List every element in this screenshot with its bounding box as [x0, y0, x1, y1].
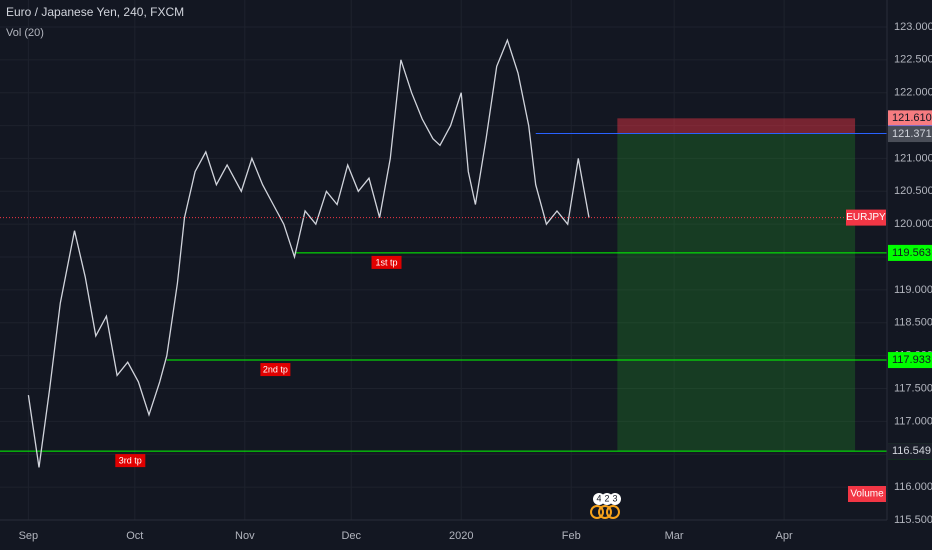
price-tag	[888, 110, 932, 127]
x-tick-label: Apr	[776, 530, 793, 542]
y-tick-label: 122.000	[894, 87, 932, 99]
event-label: 2	[604, 493, 609, 503]
symbol-tag	[846, 209, 886, 226]
price-tag-label: 117.933	[892, 354, 931, 366]
event-badge	[609, 493, 621, 505]
tp-badge	[260, 363, 291, 377]
x-tick-label: Nov	[235, 530, 255, 542]
price-line	[27, 38, 590, 468]
event-marker	[590, 505, 604, 519]
price-tag	[888, 443, 932, 460]
volume-tag	[848, 486, 886, 502]
tp-badge	[371, 255, 402, 269]
y-tick-label: 122.500	[894, 54, 932, 66]
x-tick-label: Mar	[665, 530, 684, 542]
price-tag	[888, 352, 932, 369]
y-tick-label: 120.500	[894, 185, 932, 197]
x-tick-label: Sep	[19, 530, 39, 542]
event-marker	[606, 505, 620, 519]
event-label: 3	[612, 493, 617, 503]
y-tick-label: 120.000	[894, 218, 932, 230]
chart-title: Euro / Japanese Yen, 240, FXCM	[6, 5, 184, 19]
x-tick-label: Feb	[562, 530, 581, 542]
target-zone	[617, 133, 856, 452]
symbol-tag-label: EURJPY	[846, 212, 886, 223]
y-tick-label: 123.000	[894, 21, 932, 33]
x-tick-label: Dec	[341, 530, 361, 542]
tp-note: 3rd tp	[119, 455, 142, 465]
tp-badge	[115, 454, 146, 468]
x-tick-label: 2020	[449, 530, 473, 542]
price-tag	[888, 244, 932, 261]
y-tick-label: 119.000	[894, 284, 932, 296]
volume-tag-label: Volume	[850, 489, 884, 500]
price-tag	[888, 126, 932, 143]
x-tick-label: Oct	[126, 530, 143, 542]
y-tick-label: 116.000	[894, 481, 932, 493]
stop-zone	[617, 118, 856, 134]
y-tick-label: 118.500	[894, 317, 932, 329]
tp-note: 2nd tp	[263, 364, 288, 374]
price-tag-label: 116.549	[892, 445, 931, 457]
event-marker	[598, 505, 612, 519]
y-tick-label: 117.500	[894, 382, 932, 394]
y-tick-label: 115.500	[894, 514, 932, 526]
price-tag-label: 121.610	[892, 112, 932, 124]
y-tick-label: 117.000	[894, 415, 932, 427]
price-tag-label: 121.371	[892, 128, 932, 140]
y-tick-label: 121.000	[894, 152, 932, 164]
price-tag-label: 119.563	[892, 247, 931, 259]
chart-subtitle: Vol (20)	[6, 27, 44, 39]
tp-note: 1st tp	[376, 257, 398, 267]
event-label: 4	[596, 493, 601, 503]
